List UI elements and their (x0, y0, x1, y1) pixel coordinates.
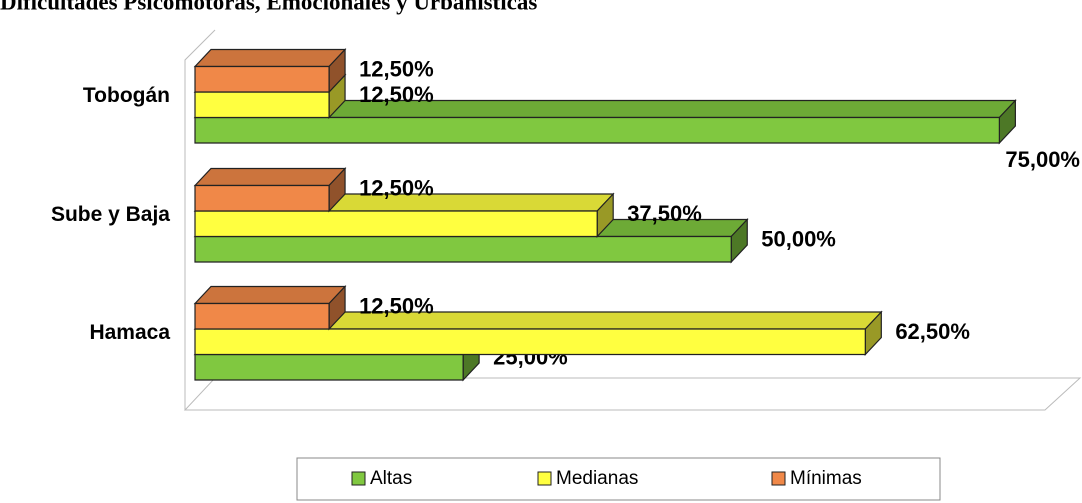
legend-label: Medianas (556, 468, 638, 489)
value-label: 12,50% (359, 57, 434, 82)
legend-swatch (771, 471, 786, 486)
bar (193, 166, 347, 213)
legend-swatch (351, 471, 366, 486)
bar-face (194, 184, 330, 212)
legend-label: Altas (370, 468, 412, 489)
bar (193, 47, 347, 94)
value-label: 37,50% (627, 201, 702, 226)
value-label: 75,00% (1005, 147, 1080, 172)
y-tick-label: Hamaca (89, 321, 170, 344)
value-label: 12,50% (359, 294, 434, 319)
bar-face (194, 328, 866, 356)
value-label: 62,50% (895, 319, 970, 344)
value-label: 12,50% (359, 82, 434, 107)
back-wall (184, 29, 216, 410)
bar-face (193, 285, 347, 305)
bar-face (193, 48, 347, 68)
legend-box (296, 457, 941, 501)
floor (183, 377, 1082, 411)
y-tick-label: Tobogán (83, 84, 170, 107)
legend-swatch (537, 471, 552, 486)
value-label: 12,50% (359, 176, 434, 201)
bar-face (193, 167, 347, 187)
bar-face (194, 116, 1000, 144)
value-label: 50,00% (761, 227, 836, 252)
bar-face (194, 210, 598, 238)
y-tick-label: Sube y Baja (51, 203, 170, 226)
bar-face (194, 235, 732, 263)
bar (193, 284, 347, 331)
bar-face (194, 91, 330, 119)
legend-label: Mínimas (790, 468, 862, 489)
bar-face (194, 353, 464, 381)
bar-face (194, 302, 330, 330)
chart-title: Dificultades Psicomotoras, Emocionales y… (0, 0, 537, 14)
bar-face (194, 65, 330, 93)
bar (193, 98, 1017, 145)
